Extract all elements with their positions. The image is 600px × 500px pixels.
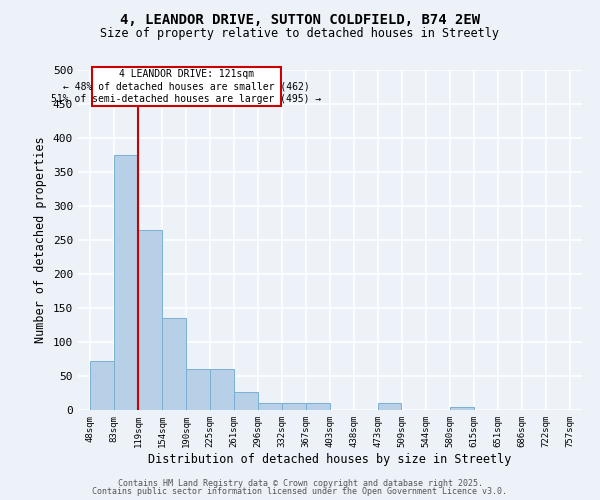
Bar [234,392,258,410]
Text: 4 LEANDOR DRIVE: 121sqm: 4 LEANDOR DRIVE: 121sqm [119,70,254,80]
Text: 4, LEANDOR DRIVE, SUTTON COLDFIELD, B74 2EW: 4, LEANDOR DRIVE, SUTTON COLDFIELD, B74 … [120,12,480,26]
Bar [210,369,233,410]
Y-axis label: Number of detached properties: Number of detached properties [34,136,47,344]
Bar [377,403,401,410]
Bar [283,403,306,410]
Text: ← 48% of detached houses are smaller (462): ← 48% of detached houses are smaller (46… [63,82,310,92]
Bar [90,361,114,410]
Bar [450,406,474,410]
Bar [162,318,185,410]
Bar [114,155,137,410]
Bar [306,403,329,410]
Bar [186,369,210,410]
Bar [258,403,281,410]
Text: Size of property relative to detached houses in Streetly: Size of property relative to detached ho… [101,28,499,40]
X-axis label: Distribution of detached houses by size in Streetly: Distribution of detached houses by size … [148,452,512,466]
Text: Contains public sector information licensed under the Open Government Licence v3: Contains public sector information licen… [92,487,508,496]
Text: Contains HM Land Registry data © Crown copyright and database right 2025.: Contains HM Land Registry data © Crown c… [118,478,482,488]
FancyBboxPatch shape [92,66,281,106]
Text: 51% of semi-detached houses are larger (495) →: 51% of semi-detached houses are larger (… [51,94,322,104]
Bar [138,230,162,410]
